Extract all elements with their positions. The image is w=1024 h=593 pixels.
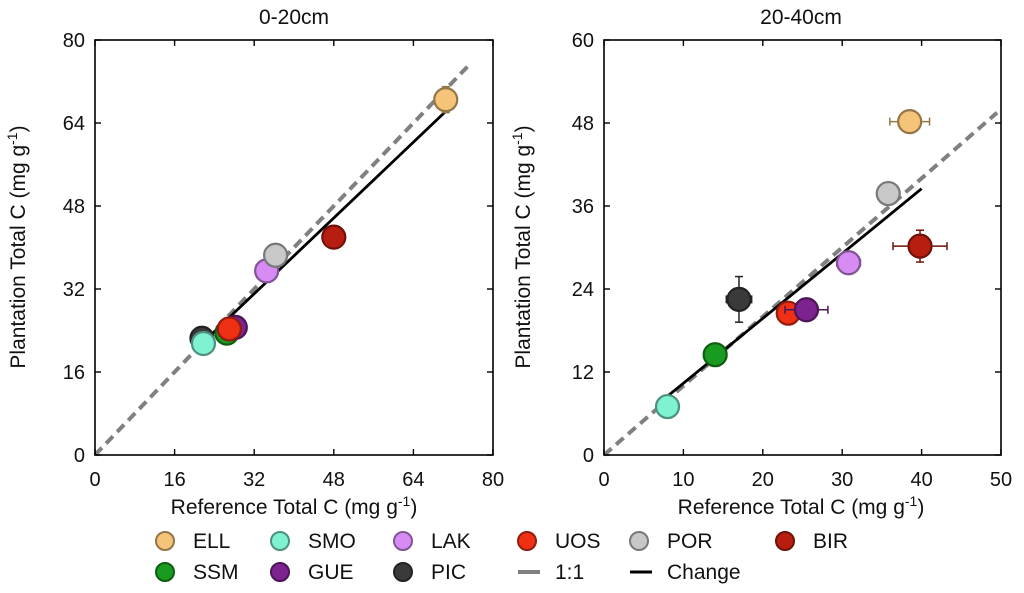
point-smo — [654, 393, 681, 420]
legend: ELL SMO LAK UOS POR BIR SSM GUE PIC 1:1 Change — [155, 530, 848, 584]
panel-0-20cm: 0-20cm 0 16 32 48 64 80 0 16 32 48 64 80 Reference … — [4, 6, 504, 519]
x-tick-label: 0 — [598, 469, 609, 491]
legend-item-ssm: SSM — [155, 561, 239, 584]
legend-swatch-marker — [155, 562, 175, 582]
y-axis-label: Plantation Total C (mg g-1) — [509, 125, 535, 368]
marker-smo — [190, 330, 217, 357]
marker-bir — [907, 233, 933, 259]
legend-swatch-marker — [270, 531, 290, 551]
y-axis-label: Plantation Total C (mg g-1) — [4, 125, 30, 368]
legend-swatch-marker — [270, 562, 290, 582]
point-bir — [892, 229, 948, 263]
point-bir — [321, 224, 347, 250]
marker-ssm — [702, 342, 728, 368]
point-uos — [216, 316, 242, 342]
point-por — [875, 180, 901, 207]
legend-item-change: Change — [630, 561, 741, 584]
y-tick-label: 24 — [572, 279, 594, 301]
y-tick-label: 48 — [572, 113, 594, 135]
x-tick-label: 16 — [163, 469, 185, 491]
y-tick-label: 12 — [572, 362, 594, 384]
marker-gue — [793, 297, 820, 323]
legend-swatch-marker — [517, 531, 537, 551]
panel-20-40cm: 20-40cm 0 10 20 30 40 50 0 12 24 36 48 60 Reference… — [509, 6, 1012, 519]
point-ssm — [702, 342, 728, 368]
marker-ell — [897, 109, 923, 135]
legend-item-smo: SMO — [270, 530, 356, 553]
point-gue — [784, 297, 829, 323]
x-tick-label: 10 — [672, 469, 694, 491]
legend-label: 1:1 — [555, 561, 584, 584]
x-tick-label: 48 — [323, 469, 345, 491]
y-tick-label: 80 — [63, 30, 85, 52]
legend-label: SSM — [193, 561, 239, 584]
marker-por — [875, 180, 901, 207]
point-smo — [190, 330, 217, 357]
legend-item-bir: BIR — [775, 530, 848, 553]
x-tick-label: 0 — [89, 469, 100, 491]
y-tick-label: 32 — [63, 279, 85, 301]
legend-item-por: POR — [629, 530, 713, 553]
legend-item-pic: PIC — [393, 561, 466, 584]
point-por — [262, 242, 289, 268]
x-tick-label: 32 — [243, 469, 265, 491]
plot-frame — [603, 39, 1002, 456]
y-tick-label: 48 — [63, 196, 85, 218]
x-tick-label: 50 — [990, 469, 1012, 491]
legend-label: ELL — [193, 530, 230, 553]
legend-label: UOS — [555, 530, 601, 553]
panel-title: 0-20cm — [259, 6, 329, 29]
legend-label: POR — [667, 530, 713, 553]
point-ell — [889, 109, 931, 135]
x-tick-label: 40 — [910, 469, 932, 491]
x-tick-label: 64 — [402, 469, 424, 491]
x-tick-label: 20 — [752, 469, 774, 491]
x-axis-label: Reference Total C (mg g-1) — [678, 493, 925, 519]
legend-swatch-marker — [393, 562, 413, 582]
y-tick-label: 36 — [572, 196, 594, 218]
marker-pic — [726, 286, 752, 312]
y-tick-label: 60 — [572, 30, 594, 52]
legend-swatch-marker — [629, 531, 649, 551]
legend-label: PIC — [431, 561, 466, 584]
x-axis-label: Reference Total C (mg g-1) — [171, 493, 418, 519]
legend-swatch-marker — [155, 531, 175, 551]
change-line — [200, 107, 450, 345]
marker-por — [262, 242, 289, 268]
legend-label: GUE — [308, 561, 354, 584]
y-tick-label: 16 — [63, 362, 85, 384]
marker-lak — [835, 250, 862, 276]
legend-item-uos: UOS — [517, 530, 601, 553]
legend-item-1-1: 1:1 — [518, 561, 584, 584]
y-tick-label: 0 — [74, 445, 85, 467]
legend-label: LAK — [431, 530, 471, 553]
legend-swatch-marker — [393, 531, 413, 551]
y-tick-label: 0 — [583, 445, 594, 467]
legend-item-ell: ELL — [155, 530, 230, 553]
y-tick-label: 64 — [63, 113, 85, 135]
plot-frame — [94, 39, 494, 456]
legend-item-gue: GUE — [270, 561, 354, 584]
panel-title: 20-40cm — [760, 6, 842, 29]
point-ell — [433, 85, 459, 114]
x-tick-label: 30 — [831, 469, 853, 491]
x-tick-label: 80 — [482, 469, 504, 491]
legend-swatch-marker — [775, 531, 795, 551]
point-pic — [725, 275, 753, 323]
legend-label: Change — [667, 561, 741, 584]
marker-smo — [654, 393, 681, 420]
marker-uos — [216, 316, 242, 342]
change-line — [666, 187, 923, 398]
one-to-one-line — [93, 61, 473, 457]
point-lak — [835, 250, 862, 276]
legend-label: SMO — [308, 530, 356, 553]
legend-label: BIR — [813, 530, 848, 553]
legend-item-lak: LAK — [393, 530, 471, 553]
marker-ell — [433, 87, 459, 113]
marker-bir — [321, 224, 347, 250]
